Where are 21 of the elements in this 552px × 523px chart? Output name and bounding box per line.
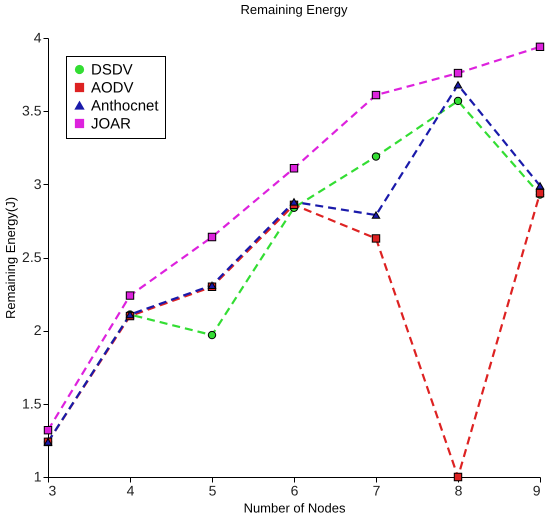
y-tick-label: 2: [34, 322, 42, 338]
x-tick-label: 4: [126, 482, 135, 498]
y-axis-title: Remaining Energy(J): [3, 196, 18, 320]
y-tick-label: 2.5: [22, 249, 42, 265]
legend-label: JOAR: [91, 116, 132, 132]
chart-title: Remaining Energy: [240, 2, 348, 17]
x-tick-label: 8: [454, 482, 463, 498]
x-tick-label: 5: [208, 482, 217, 498]
y-tick-label: 4: [34, 30, 42, 46]
x-tick-label: 7: [372, 482, 381, 498]
legend-label: Anthocnet: [91, 98, 160, 114]
x-tick-label: 6: [290, 482, 299, 498]
legend-label: AODV: [91, 80, 134, 96]
x-tick-label: 9: [532, 482, 541, 498]
x-tick-label: 3: [48, 482, 56, 498]
legend-label: DSDV: [91, 62, 133, 78]
y-tick-label: 3.5: [22, 102, 42, 119]
x-axis-title: Number of Nodes: [244, 500, 346, 516]
y-tick-label: 1: [34, 468, 42, 484]
y-tick-label: 1.5: [22, 395, 42, 412]
y-tick-label: 3: [34, 176, 42, 192]
